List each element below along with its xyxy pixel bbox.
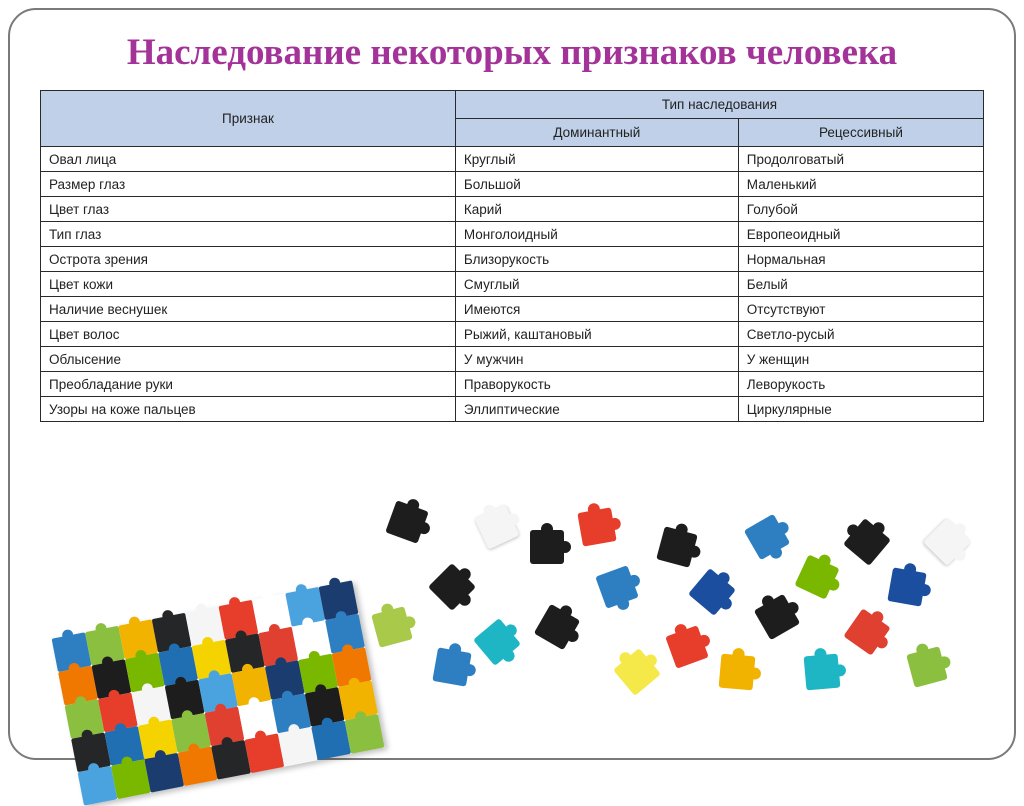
header-group: Тип наследования (455, 91, 983, 119)
cell-recessive: Маленький (738, 172, 983, 197)
cell-dominant: Карий (455, 197, 738, 222)
cell-trait: Овал лица (41, 147, 456, 172)
header-recessive: Рецессивный (738, 119, 983, 147)
cell-dominant: Монголоидный (455, 222, 738, 247)
cell-dominant: Смуглый (455, 272, 738, 297)
cell-trait: Преобладание руки (41, 372, 456, 397)
table-row: Овал лицаКруглыйПродолговатый (41, 147, 984, 172)
cell-trait: Облысение (41, 347, 456, 372)
table-row: Преобладание рукиПраворукостьЛеворукость (41, 372, 984, 397)
page-title: Наследование некоторых признаков человек… (40, 30, 984, 76)
slide-frame: Наследование некоторых признаков человек… (8, 8, 1016, 760)
cell-dominant: Близорукость (455, 247, 738, 272)
table-row: Цвет кожиСмуглыйБелый (41, 272, 984, 297)
puzzle-piece (473, 618, 521, 666)
cell-dominant: Эллиптические (455, 397, 738, 422)
table-row: Острота зренияБлизорукостьНормальная (41, 247, 984, 272)
puzzle-piece (665, 625, 709, 669)
table-row: Узоры на коже пальцевЭллиптическиеЦиркул… (41, 397, 984, 422)
puzzle-piece (843, 518, 891, 566)
cell-trait: Цвет волос (41, 322, 456, 347)
traits-table: Признак Тип наследования Доминантный Рец… (40, 90, 984, 422)
cell-recessive: Европеоидный (738, 222, 983, 247)
puzzle-piece (534, 604, 580, 650)
puzzle-piece (719, 654, 756, 691)
header-trait: Признак (41, 91, 456, 147)
table-row: Цвет глазКарийГолубой (41, 197, 984, 222)
puzzle-piece (613, 648, 661, 696)
puzzle-piece (530, 530, 564, 564)
cell-recessive: Продолговатый (738, 147, 983, 172)
puzzle-piece (794, 554, 839, 599)
cell-trait: Узоры на коже пальцев (41, 397, 456, 422)
cell-recessive: Леворукость (738, 372, 983, 397)
table-row: Размер глазБольшойМаленький (41, 172, 984, 197)
puzzle-cell (345, 714, 385, 754)
cell-trait: Острота зрения (41, 247, 456, 272)
cell-recessive: Белый (738, 272, 983, 297)
cell-trait: Наличие веснушек (41, 297, 456, 322)
cell-recessive: Отсутствуют (738, 297, 983, 322)
puzzle-piece (843, 608, 890, 655)
puzzle-piece (804, 654, 841, 691)
cell-dominant: У мужчин (455, 347, 738, 372)
puzzle-piece (371, 606, 413, 648)
puzzle-piece (595, 565, 639, 609)
cell-dominant: Праворукость (455, 372, 738, 397)
cell-dominant: Круглый (455, 147, 738, 172)
puzzle-decoration (10, 538, 1014, 758)
cell-recessive: У женщин (738, 347, 983, 372)
cell-recessive: Светло-русый (738, 322, 983, 347)
puzzle-piece (385, 500, 429, 544)
puzzle-piece (744, 514, 790, 560)
cell-trait: Цвет кожи (41, 272, 456, 297)
table-row: Наличие веснушекИмеютсяОтсутствуют (41, 297, 984, 322)
puzzle-piece (754, 594, 800, 640)
cell-recessive: Голубой (738, 197, 983, 222)
puzzle-piece (688, 568, 736, 616)
puzzle-piece (923, 518, 971, 566)
cell-trait: Размер глаз (41, 172, 456, 197)
puzzle-piece (428, 563, 476, 611)
cell-trait: Цвет глаз (41, 197, 456, 222)
header-dominant: Доминантный (455, 119, 738, 147)
table-row: ОблысениеУ мужчинУ женщин (41, 347, 984, 372)
puzzle-piece (577, 507, 616, 546)
table-row: Цвет волосРыжий, каштановыйСветло-русый (41, 322, 984, 347)
table-row: Тип глазМонголоидныйЕвропеоидный (41, 222, 984, 247)
cell-recessive: Циркулярные (738, 397, 983, 422)
puzzle-mosaic (52, 580, 385, 805)
cell-recessive: Нормальная (738, 247, 983, 272)
cell-dominant: Большой (455, 172, 738, 197)
puzzle-piece (906, 646, 948, 688)
cell-dominant: Рыжий, каштановый (455, 322, 738, 347)
puzzle-piece (656, 526, 698, 568)
cell-trait: Тип глаз (41, 222, 456, 247)
puzzle-piece (432, 647, 471, 686)
cell-dominant: Имеются (455, 297, 738, 322)
puzzle-piece (474, 504, 519, 549)
puzzle-piece (887, 567, 926, 606)
